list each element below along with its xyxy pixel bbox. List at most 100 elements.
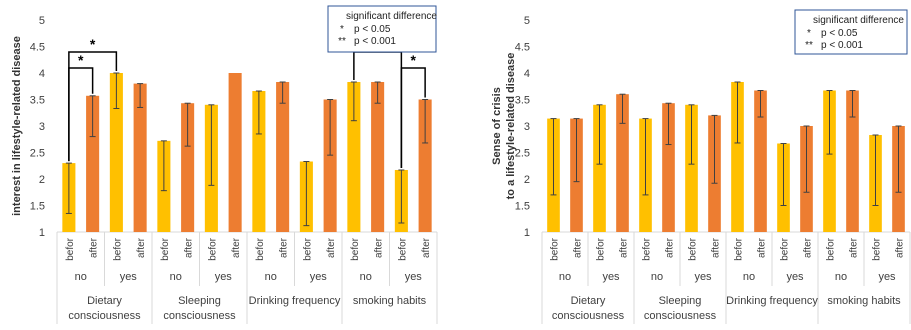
group-label: yes bbox=[405, 271, 423, 283]
legend-label: p < 0.001 bbox=[354, 36, 396, 47]
group-label: no bbox=[651, 271, 663, 283]
bar-no-after bbox=[846, 90, 859, 233]
x-tick-label: befor bbox=[734, 237, 745, 260]
group-label: no bbox=[75, 271, 87, 283]
x-tick-label: after bbox=[573, 237, 584, 258]
x-tick-label: after bbox=[895, 237, 906, 258]
y-tick-label: 2 bbox=[39, 174, 45, 186]
x-tick-label: befor bbox=[688, 237, 699, 260]
x-tick-label: befor bbox=[872, 237, 883, 260]
significance-star: * bbox=[78, 52, 84, 68]
group-label: no bbox=[170, 271, 182, 283]
metric-label: consciousness bbox=[163, 310, 236, 322]
x-tick-label: befor bbox=[780, 237, 791, 260]
significance-star: * bbox=[90, 36, 96, 52]
x-tick-label: befor bbox=[596, 237, 607, 260]
x-tick-label: after bbox=[326, 237, 337, 258]
y-tick-label: 3 bbox=[39, 121, 45, 133]
bar-no-after bbox=[86, 95, 100, 232]
group-label: no bbox=[360, 271, 372, 283]
metric-label: smoking habits bbox=[353, 295, 427, 307]
y-axis-label-line: Sense of crisis bbox=[491, 87, 503, 165]
x-tick-label: after bbox=[421, 237, 432, 258]
legend-label: p < 0.05 bbox=[821, 28, 858, 39]
y-tick-label: 2.5 bbox=[515, 148, 530, 160]
x-tick-label: after bbox=[803, 237, 814, 258]
bar-no-befor bbox=[252, 91, 266, 233]
legend-symbol: * bbox=[807, 28, 811, 39]
x-tick-label: befor bbox=[207, 237, 218, 260]
x-tick-label: befor bbox=[302, 237, 313, 260]
bar-no-befor bbox=[731, 82, 744, 232]
x-tick-label: befor bbox=[826, 237, 837, 260]
legend-symbol: ** bbox=[338, 36, 346, 47]
y-tick-label: 2.5 bbox=[30, 148, 45, 160]
x-tick-label: befor bbox=[550, 237, 561, 260]
legend-box bbox=[327, 5, 437, 53]
group-label: yes bbox=[694, 271, 712, 283]
x-tick-label: befor bbox=[397, 237, 408, 260]
y-tick-label: 5 bbox=[524, 15, 530, 27]
legend-symbol: ** bbox=[805, 40, 813, 51]
y-tick-label: 1.5 bbox=[30, 201, 45, 213]
group-label: no bbox=[559, 271, 571, 283]
metric-label: Dietary bbox=[571, 295, 606, 307]
x-tick-label: after bbox=[184, 237, 195, 258]
y-tick-label: 4 bbox=[39, 68, 45, 80]
bar-yes-after bbox=[228, 73, 242, 232]
bar-yes-befor bbox=[685, 104, 698, 232]
group-label: yes bbox=[310, 271, 328, 283]
bar-yes-befor bbox=[109, 73, 123, 232]
legend-label: p < 0.05 bbox=[354, 24, 391, 35]
x-tick-label: after bbox=[231, 237, 242, 258]
legend-title: significant difference bbox=[813, 15, 904, 26]
metric-label: consciousness bbox=[68, 310, 141, 322]
bar-no-befor bbox=[347, 82, 361, 232]
bar-no-after bbox=[371, 82, 385, 232]
y-tick-label: 1 bbox=[39, 227, 45, 239]
bar-no-after bbox=[662, 103, 675, 233]
metric-label: consciousness bbox=[552, 310, 625, 322]
x-tick-label: after bbox=[136, 237, 147, 258]
y-tick-label: 4.5 bbox=[515, 42, 530, 54]
y-tick-label: 3.5 bbox=[30, 95, 45, 107]
significance-bracket bbox=[68, 51, 118, 162]
group-label: yes bbox=[786, 271, 804, 283]
bar-yes-after bbox=[418, 99, 432, 232]
y-tick-label: 4 bbox=[524, 68, 530, 80]
group-label: no bbox=[265, 271, 277, 283]
group-label: yes bbox=[120, 271, 138, 283]
x-tick-label: after bbox=[711, 237, 722, 258]
group-label: no bbox=[835, 271, 847, 283]
x-tick-label: befor bbox=[160, 237, 171, 260]
bar-no-after bbox=[754, 90, 767, 233]
bar-no-befor bbox=[823, 90, 836, 233]
y-tick-label: 1.5 bbox=[515, 201, 530, 213]
x-tick-label: befor bbox=[642, 237, 653, 260]
significance-bracket bbox=[400, 67, 426, 168]
x-tick-label: befor bbox=[255, 237, 266, 260]
x-tick-label: after bbox=[89, 237, 100, 258]
group-label: yes bbox=[215, 271, 233, 283]
y-tick-label: 3.5 bbox=[515, 95, 530, 107]
bar-no-after bbox=[181, 103, 195, 233]
y-axis-label: interest in lifestyle-related disease bbox=[11, 36, 23, 216]
metric-label: Drinking frequency bbox=[726, 295, 818, 307]
x-tick-label: after bbox=[849, 237, 860, 258]
legend-label: p < 0.001 bbox=[821, 40, 863, 51]
x-tick-label: after bbox=[619, 237, 630, 258]
legend-symbol: * bbox=[340, 24, 344, 35]
y-tick-label: 3 bbox=[524, 121, 530, 133]
metric-label: consciousness bbox=[644, 310, 717, 322]
x-tick-label: after bbox=[374, 237, 385, 258]
bar-no-after bbox=[276, 82, 290, 232]
y-tick-label: 1 bbox=[524, 227, 530, 239]
legend-box bbox=[794, 9, 908, 55]
legend-title: significant difference bbox=[346, 11, 437, 22]
x-tick-label: after bbox=[757, 237, 768, 258]
group-label: yes bbox=[878, 271, 896, 283]
bar-yes-after bbox=[616, 94, 629, 232]
metric-label: smoking habits bbox=[827, 295, 901, 307]
